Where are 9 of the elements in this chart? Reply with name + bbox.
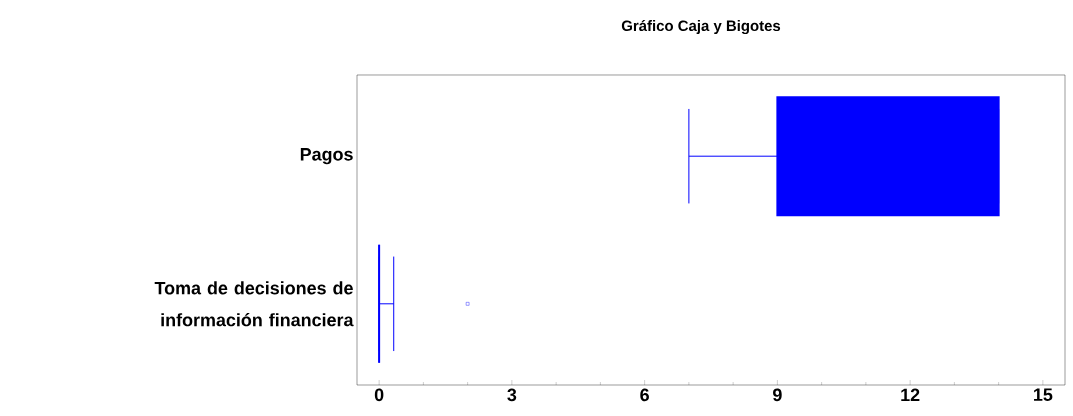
x-tick-label: 6 [640,388,649,402]
x-tick-label: 15 [1034,388,1053,402]
x-tick-label: 9 [773,388,782,402]
chart-title: Gráfico Caja y Bigotes [621,19,781,35]
x-tick-label: 0 [374,388,384,402]
x-tick-label: 3 [507,388,517,402]
y-tick-label: Pagos [300,148,353,165]
y-tick-label: Toma de decisiones de información financiera [154,281,354,327]
x-tick-label: 12 [901,388,920,402]
